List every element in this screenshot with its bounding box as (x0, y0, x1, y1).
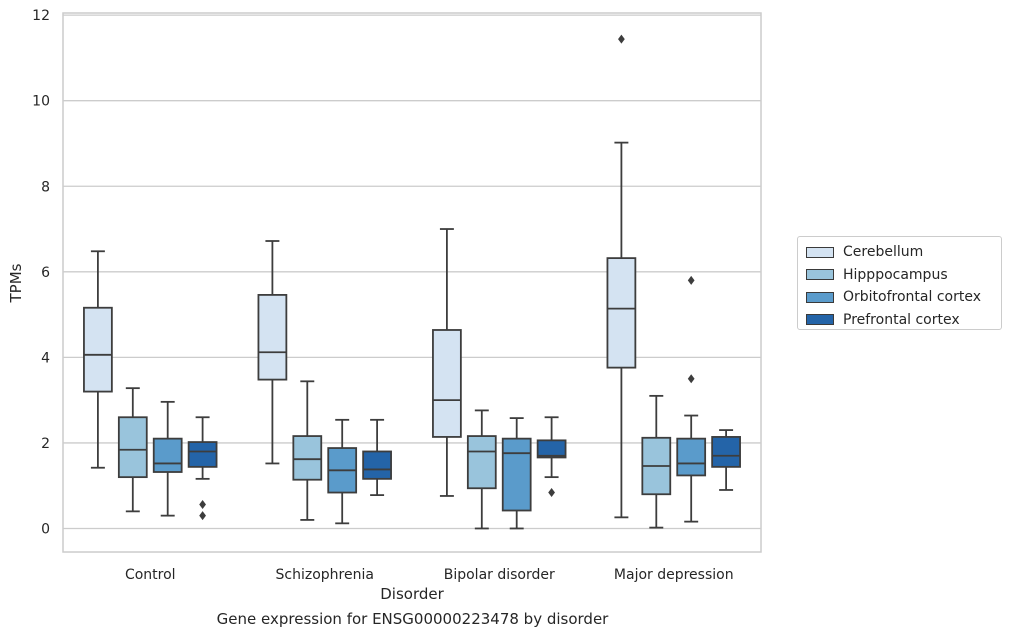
box-orbitofrontal-cortex (676, 275, 707, 523)
box-iqr (292, 435, 323, 481)
y-tick-label: 12 (32, 8, 50, 24)
box-groups (83, 34, 741, 530)
y-tick-label: 6 (41, 265, 50, 281)
box-hipppocampus (117, 387, 148, 513)
box-orbitofrontal-cortex (327, 418, 358, 525)
x-tick-labels: Control Schizophrenia Bipolar disorder Majo… (125, 567, 734, 583)
box-iqr (83, 306, 113, 393)
chart-caption: Gene expression for ENSG00000223478 by d… (216, 610, 609, 628)
legend: Cerebellum Hipppocampus Orbitofrontal cort… (797, 236, 1002, 330)
box-cerebellum (257, 240, 288, 465)
box-iqr (536, 439, 567, 459)
box-iqr (117, 416, 148, 479)
outlier-point (199, 500, 206, 510)
box-cerebellum (606, 34, 637, 519)
box-hipppocampus (466, 409, 497, 530)
box-prefrontal-cortex (187, 416, 218, 521)
y-tick-label: 2 (41, 436, 50, 452)
box-iqr (187, 441, 218, 468)
x-tick-label: Schizophrenia (276, 567, 374, 583)
box-iqr (432, 329, 462, 438)
box-iqr (606, 257, 637, 369)
legend-swatch (806, 269, 834, 281)
box-cerebellum (83, 250, 113, 469)
box-iqr (711, 436, 741, 468)
box-prefrontal-cortex (362, 418, 392, 497)
outlier-point (548, 488, 555, 498)
box-iqr (257, 294, 288, 381)
outlier-point (687, 275, 695, 285)
box-iqr (362, 450, 392, 480)
box-orbitofrontal-cortex (501, 417, 532, 530)
box-iqr (501, 437, 532, 512)
y-tick-label: 10 (32, 94, 50, 110)
box-hipppocampus (641, 394, 672, 529)
box-iqr (152, 437, 183, 473)
y-tick-label: 0 (41, 521, 50, 537)
y-tick-labels: 0 2 4 6 8 10 12 (32, 8, 50, 537)
legend-swatch (806, 246, 834, 258)
box-prefrontal-cortex (711, 429, 741, 491)
plot-frame (62, 12, 762, 553)
box-orbitofrontal-cortex (152, 400, 183, 517)
legend-label: Prefrontal cortex (843, 311, 960, 328)
legend-label: Cerebellum (843, 244, 924, 261)
x-tick-label: Control (125, 567, 176, 583)
y-axis-title: TPMs (7, 263, 25, 303)
x-axis-title: Disorder (380, 585, 444, 603)
legend-item: Hipppocampus (806, 264, 993, 287)
legend-swatch (806, 291, 834, 303)
outlier-point (618, 34, 625, 44)
x-tick-label: Bipolar disorder (444, 567, 555, 583)
legend-item: Cerebellum (806, 241, 993, 264)
legend-item: Orbitofrontal cortex (806, 286, 993, 309)
box-prefrontal-cortex (536, 416, 567, 498)
box-hipppocampus (292, 380, 323, 521)
outlier-point (687, 374, 695, 384)
box-iqr (466, 435, 497, 490)
y-tick-label: 4 (41, 350, 50, 366)
outlier-point (199, 511, 206, 521)
legend-label: Hipppocampus (843, 266, 948, 283)
legend-label: Orbitofrontal cortex (843, 289, 981, 306)
box-iqr (676, 437, 707, 477)
y-tick-label: 8 (41, 179, 50, 195)
x-tick-label: Major depression (614, 567, 734, 583)
box-cerebellum (432, 228, 462, 497)
legend-swatch (806, 314, 834, 326)
legend-item: Prefrontal cortex (806, 309, 993, 332)
